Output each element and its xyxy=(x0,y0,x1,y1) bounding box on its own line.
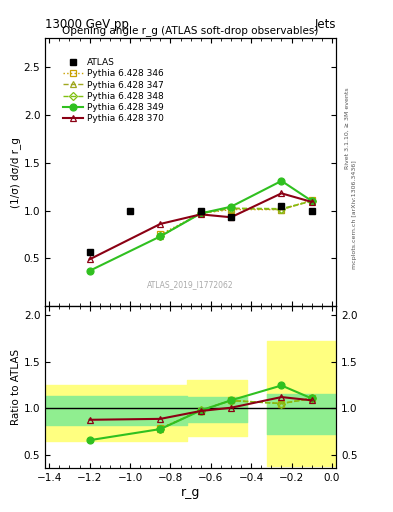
Pythia 6.428 370 xyxy=(309,199,314,205)
Pythia 6.428 370 xyxy=(279,190,284,197)
Pythia 6.428 346 xyxy=(158,231,163,238)
ATLAS xyxy=(198,207,203,214)
Pythia 6.428 347 xyxy=(309,198,314,204)
Title: Opening angle r_g (ATLAS soft-drop observables): Opening angle r_g (ATLAS soft-drop obser… xyxy=(62,25,319,36)
Pythia 6.428 346 xyxy=(309,197,314,203)
Pythia 6.428 349 xyxy=(229,204,233,210)
Pythia 6.428 348 xyxy=(158,233,163,240)
ATLAS xyxy=(309,207,314,214)
ATLAS xyxy=(229,214,233,220)
Legend: ATLAS, Pythia 6.428 346, Pythia 6.428 347, Pythia 6.428 348, Pythia 6.428 349, P: ATLAS, Pythia 6.428 346, Pythia 6.428 34… xyxy=(61,56,165,125)
ATLAS xyxy=(87,249,92,255)
Pythia 6.428 349 xyxy=(309,198,314,204)
Pythia 6.428 370 xyxy=(229,214,233,220)
Pythia 6.428 349 xyxy=(279,178,284,184)
Pythia 6.428 348 xyxy=(229,205,233,211)
Text: 13000 GeV pp: 13000 GeV pp xyxy=(45,18,129,31)
X-axis label: r_g: r_g xyxy=(181,486,200,499)
Pythia 6.428 349 xyxy=(87,268,92,274)
Text: Jets: Jets xyxy=(314,18,336,31)
Line: Pythia 6.428 348: Pythia 6.428 348 xyxy=(158,198,314,239)
Pythia 6.428 370 xyxy=(158,221,163,227)
Pythia 6.428 347 xyxy=(279,206,284,212)
Pythia 6.428 349 xyxy=(198,210,203,217)
Line: Pythia 6.428 370: Pythia 6.428 370 xyxy=(86,190,315,263)
Pythia 6.428 370 xyxy=(87,256,92,262)
Y-axis label: Ratio to ATLAS: Ratio to ATLAS xyxy=(11,349,21,425)
Text: Rivet 3.1.10, ≥ 3M events: Rivet 3.1.10, ≥ 3M events xyxy=(345,87,350,169)
Pythia 6.428 348 xyxy=(309,198,314,204)
Line: Pythia 6.428 347: Pythia 6.428 347 xyxy=(158,198,314,239)
Pythia 6.428 348 xyxy=(198,210,203,216)
Pythia 6.428 347 xyxy=(158,233,163,240)
Pythia 6.428 348 xyxy=(279,205,284,211)
ATLAS xyxy=(279,203,284,209)
Text: ATLAS_2019_I1772062: ATLAS_2019_I1772062 xyxy=(147,280,234,289)
Line: Pythia 6.428 349: Pythia 6.428 349 xyxy=(86,178,315,274)
ATLAS xyxy=(128,207,132,214)
Text: mcplots.cern.ch [arXiv:1306.3436]: mcplots.cern.ch [arXiv:1306.3436] xyxy=(352,161,357,269)
Pythia 6.428 349 xyxy=(158,233,163,240)
Line: ATLAS: ATLAS xyxy=(86,202,315,255)
Pythia 6.428 346 xyxy=(198,210,203,217)
Pythia 6.428 347 xyxy=(198,210,203,217)
Pythia 6.428 370 xyxy=(198,211,203,218)
Line: Pythia 6.428 346: Pythia 6.428 346 xyxy=(158,197,314,237)
Pythia 6.428 346 xyxy=(229,206,233,212)
Pythia 6.428 347 xyxy=(229,205,233,211)
Pythia 6.428 346 xyxy=(279,206,284,212)
Y-axis label: (1/σ) dσ/d r_g: (1/σ) dσ/d r_g xyxy=(10,137,21,208)
